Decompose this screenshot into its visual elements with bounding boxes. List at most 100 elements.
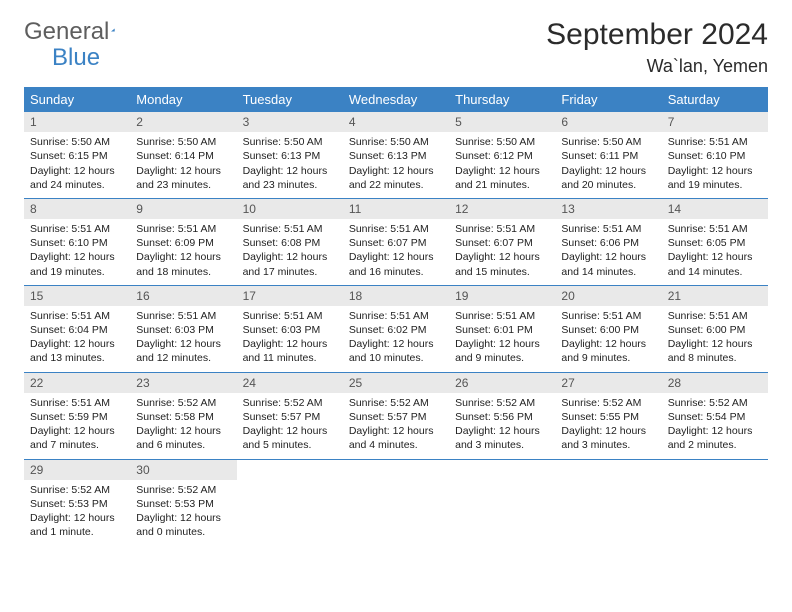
weekday-thursday: Thursday — [449, 87, 555, 112]
calendar-cell: 4Sunrise: 5:50 AMSunset: 6:13 PMDaylight… — [343, 112, 449, 198]
day-details: Sunrise: 5:51 AMSunset: 6:04 PMDaylight:… — [24, 306, 130, 372]
calendar-cell: 21Sunrise: 5:51 AMSunset: 6:00 PMDayligh… — [662, 285, 768, 372]
day-details: Sunrise: 5:51 AMSunset: 6:01 PMDaylight:… — [449, 306, 555, 372]
calendar-cell: 8Sunrise: 5:51 AMSunset: 6:10 PMDaylight… — [24, 198, 130, 285]
daylight-line: Daylight: 12 hours and 3 minutes. — [561, 424, 655, 452]
sunset-line: Sunset: 5:54 PM — [668, 410, 762, 424]
calendar-cell: 16Sunrise: 5:51 AMSunset: 6:03 PMDayligh… — [130, 285, 236, 372]
day-details: Sunrise: 5:52 AMSunset: 5:58 PMDaylight:… — [130, 393, 236, 459]
weekday-monday: Monday — [130, 87, 236, 112]
calendar-cell: 3Sunrise: 5:50 AMSunset: 6:13 PMDaylight… — [237, 112, 343, 198]
calendar-row: 15Sunrise: 5:51 AMSunset: 6:04 PMDayligh… — [24, 285, 768, 372]
month-title: September 2024 — [546, 18, 768, 52]
daylight-line: Daylight: 12 hours and 4 minutes. — [349, 424, 443, 452]
day-details: Sunrise: 5:50 AMSunset: 6:14 PMDaylight:… — [130, 132, 236, 198]
calendar-cell: 17Sunrise: 5:51 AMSunset: 6:03 PMDayligh… — [237, 285, 343, 372]
calendar-cell — [662, 459, 768, 545]
logo-sail-icon — [111, 21, 115, 39]
daylight-line: Daylight: 12 hours and 22 minutes. — [349, 164, 443, 192]
calendar-cell: 11Sunrise: 5:51 AMSunset: 6:07 PMDayligh… — [343, 198, 449, 285]
sunset-line: Sunset: 6:13 PM — [243, 149, 337, 163]
sunrise-line: Sunrise: 5:51 AM — [455, 222, 549, 236]
daylight-line: Daylight: 12 hours and 21 minutes. — [455, 164, 549, 192]
day-details: Sunrise: 5:51 AMSunset: 6:05 PMDaylight:… — [662, 219, 768, 285]
day-details: Sunrise: 5:51 AMSunset: 6:03 PMDaylight:… — [237, 306, 343, 372]
day-details: Sunrise: 5:51 AMSunset: 6:02 PMDaylight:… — [343, 306, 449, 372]
daylight-line: Daylight: 12 hours and 10 minutes. — [349, 337, 443, 365]
day-details: Sunrise: 5:52 AMSunset: 5:56 PMDaylight:… — [449, 393, 555, 459]
calendar-cell: 1Sunrise: 5:50 AMSunset: 6:15 PMDaylight… — [24, 112, 130, 198]
sunset-line: Sunset: 6:11 PM — [561, 149, 655, 163]
sunrise-line: Sunrise: 5:50 AM — [30, 135, 124, 149]
daylight-line: Daylight: 12 hours and 12 minutes. — [136, 337, 230, 365]
daylight-line: Daylight: 12 hours and 0 minutes. — [136, 511, 230, 539]
day-number: 2 — [130, 112, 236, 132]
calendar-table: Sunday Monday Tuesday Wednesday Thursday… — [24, 87, 768, 545]
weekday-friday: Friday — [555, 87, 661, 112]
calendar-cell: 7Sunrise: 5:51 AMSunset: 6:10 PMDaylight… — [662, 112, 768, 198]
calendar-cell: 22Sunrise: 5:51 AMSunset: 5:59 PMDayligh… — [24, 372, 130, 459]
calendar-cell: 9Sunrise: 5:51 AMSunset: 6:09 PMDaylight… — [130, 198, 236, 285]
day-details: Sunrise: 5:50 AMSunset: 6:12 PMDaylight:… — [449, 132, 555, 198]
title-block: September 2024 Wa`lan, Yemen — [546, 18, 768, 77]
day-details: Sunrise: 5:52 AMSunset: 5:54 PMDaylight:… — [662, 393, 768, 459]
sunset-line: Sunset: 5:53 PM — [136, 497, 230, 511]
sunset-line: Sunset: 5:58 PM — [136, 410, 230, 424]
sunrise-line: Sunrise: 5:51 AM — [243, 309, 337, 323]
sunrise-line: Sunrise: 5:51 AM — [136, 222, 230, 236]
day-number: 10 — [237, 199, 343, 219]
calendar-cell: 25Sunrise: 5:52 AMSunset: 5:57 PMDayligh… — [343, 372, 449, 459]
sunrise-line: Sunrise: 5:51 AM — [136, 309, 230, 323]
calendar-cell: 29Sunrise: 5:52 AMSunset: 5:53 PMDayligh… — [24, 459, 130, 545]
sunrise-line: Sunrise: 5:51 AM — [561, 222, 655, 236]
sunrise-line: Sunrise: 5:50 AM — [136, 135, 230, 149]
day-details: Sunrise: 5:51 AMSunset: 6:07 PMDaylight:… — [343, 219, 449, 285]
sunrise-line: Sunrise: 5:51 AM — [455, 309, 549, 323]
daylight-line: Daylight: 12 hours and 19 minutes. — [30, 250, 124, 278]
calendar-cell: 14Sunrise: 5:51 AMSunset: 6:05 PMDayligh… — [662, 198, 768, 285]
sunrise-line: Sunrise: 5:50 AM — [455, 135, 549, 149]
calendar-row: 1Sunrise: 5:50 AMSunset: 6:15 PMDaylight… — [24, 112, 768, 198]
daylight-line: Daylight: 12 hours and 2 minutes. — [668, 424, 762, 452]
day-details: Sunrise: 5:51 AMSunset: 5:59 PMDaylight:… — [24, 393, 130, 459]
sunset-line: Sunset: 6:07 PM — [349, 236, 443, 250]
sunset-line: Sunset: 6:03 PM — [243, 323, 337, 337]
sunrise-line: Sunrise: 5:50 AM — [561, 135, 655, 149]
daylight-line: Daylight: 12 hours and 14 minutes. — [668, 250, 762, 278]
calendar-cell: 27Sunrise: 5:52 AMSunset: 5:55 PMDayligh… — [555, 372, 661, 459]
sunset-line: Sunset: 6:01 PM — [455, 323, 549, 337]
daylight-line: Daylight: 12 hours and 5 minutes. — [243, 424, 337, 452]
day-number: 30 — [130, 460, 236, 480]
sunset-line: Sunset: 6:00 PM — [668, 323, 762, 337]
logo-text-blue: Blue — [52, 44, 100, 72]
weekday-header-row: Sunday Monday Tuesday Wednesday Thursday… — [24, 87, 768, 112]
calendar-cell: 6Sunrise: 5:50 AMSunset: 6:11 PMDaylight… — [555, 112, 661, 198]
sunrise-line: Sunrise: 5:51 AM — [668, 135, 762, 149]
calendar-cell: 10Sunrise: 5:51 AMSunset: 6:08 PMDayligh… — [237, 198, 343, 285]
sunset-line: Sunset: 6:04 PM — [30, 323, 124, 337]
daylight-line: Daylight: 12 hours and 15 minutes. — [455, 250, 549, 278]
daylight-line: Daylight: 12 hours and 11 minutes. — [243, 337, 337, 365]
day-number: 14 — [662, 199, 768, 219]
day-number: 19 — [449, 286, 555, 306]
sunset-line: Sunset: 6:14 PM — [136, 149, 230, 163]
day-number: 24 — [237, 373, 343, 393]
sunset-line: Sunset: 6:15 PM — [30, 149, 124, 163]
calendar-cell — [237, 459, 343, 545]
calendar-cell — [449, 459, 555, 545]
day-details: Sunrise: 5:51 AMSunset: 6:10 PMDaylight:… — [24, 219, 130, 285]
daylight-line: Daylight: 12 hours and 16 minutes. — [349, 250, 443, 278]
location: Wa`lan, Yemen — [546, 56, 768, 77]
sunrise-line: Sunrise: 5:52 AM — [455, 396, 549, 410]
day-number: 20 — [555, 286, 661, 306]
day-number: 29 — [24, 460, 130, 480]
sunrise-line: Sunrise: 5:51 AM — [30, 396, 124, 410]
sunrise-line: Sunrise: 5:51 AM — [30, 309, 124, 323]
sunset-line: Sunset: 5:57 PM — [349, 410, 443, 424]
sunrise-line: Sunrise: 5:52 AM — [349, 396, 443, 410]
day-details: Sunrise: 5:51 AMSunset: 6:03 PMDaylight:… — [130, 306, 236, 372]
sunset-line: Sunset: 5:57 PM — [243, 410, 337, 424]
calendar-cell: 28Sunrise: 5:52 AMSunset: 5:54 PMDayligh… — [662, 372, 768, 459]
day-details: Sunrise: 5:51 AMSunset: 6:09 PMDaylight:… — [130, 219, 236, 285]
day-number: 9 — [130, 199, 236, 219]
